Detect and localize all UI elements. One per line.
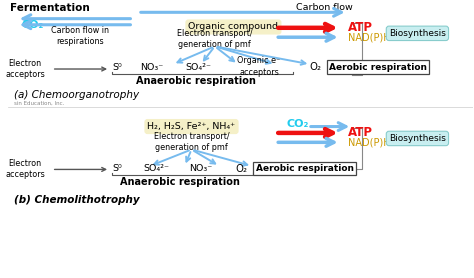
Text: H₂, H₂S, Fe²⁺, NH₄⁺: H₂, H₂S, Fe²⁺, NH₄⁺ [147, 122, 236, 131]
Text: CO₂: CO₂ [287, 119, 310, 129]
Text: ATP: ATP [347, 126, 373, 139]
Text: Organic compound: Organic compound [189, 23, 278, 31]
Text: ATP: ATP [347, 21, 373, 34]
Text: Biosynthesis: Biosynthesis [389, 134, 446, 143]
Text: Anaerobic respiration: Anaerobic respiration [136, 76, 256, 86]
Text: Fermentation: Fermentation [9, 3, 89, 13]
Text: NAD(P)H: NAD(P)H [347, 137, 390, 147]
Text: Organic e⁻
acceptors: Organic e⁻ acceptors [237, 56, 281, 76]
Text: (b) Chemolithotrophy: (b) Chemolithotrophy [14, 195, 139, 205]
Text: Aerobic respiration: Aerobic respiration [255, 164, 354, 173]
Text: Biosynthesis: Biosynthesis [389, 29, 446, 38]
Text: Carbon flow: Carbon flow [296, 3, 353, 12]
Text: S⁰: S⁰ [112, 164, 122, 173]
Text: S⁰: S⁰ [112, 63, 122, 72]
Text: (a) Chemoorganotrophy: (a) Chemoorganotrophy [14, 90, 139, 100]
Text: NO₃⁻: NO₃⁻ [189, 164, 212, 173]
Text: Electron transport/
generation of pmf: Electron transport/ generation of pmf [177, 29, 253, 49]
Text: Electron
acceptors: Electron acceptors [5, 159, 45, 180]
Text: O₂: O₂ [236, 163, 248, 173]
Text: SO₄²⁻: SO₄²⁻ [185, 63, 211, 72]
Text: NAD(P)H: NAD(P)H [347, 32, 390, 42]
Text: Carbon flow in
respirations: Carbon flow in respirations [51, 26, 109, 46]
Text: CO₂: CO₂ [22, 20, 44, 30]
Text: Anaerobic respiration: Anaerobic respiration [120, 177, 240, 187]
Text: sin Education, Inc.: sin Education, Inc. [14, 101, 64, 106]
Text: NO₃⁻: NO₃⁻ [140, 63, 164, 72]
Text: O₂: O₂ [309, 62, 321, 72]
Text: Electron transport/
generation of pmf: Electron transport/ generation of pmf [154, 132, 229, 152]
Text: SO₄²⁻: SO₄²⁻ [144, 164, 170, 173]
Text: Electron
acceptors: Electron acceptors [5, 59, 45, 79]
Text: Aerobic respiration: Aerobic respiration [329, 63, 427, 71]
